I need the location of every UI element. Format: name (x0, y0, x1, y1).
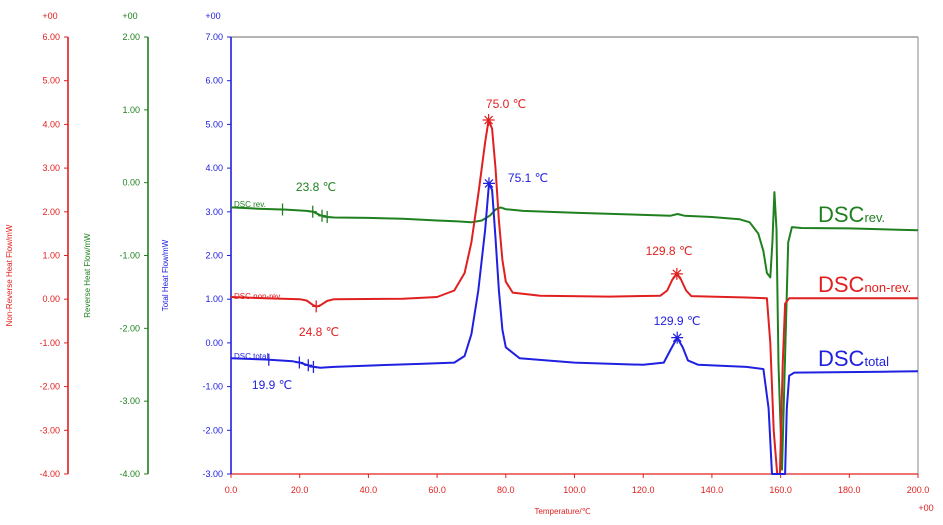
x-tick-label: 0.0 (225, 485, 238, 495)
peak-annotation: 129.9 ℃ (654, 314, 701, 328)
nonrev-axis-title: Non-Reverse Heat Flow/mW (5, 224, 14, 326)
total-tick-label: -1.00 (202, 382, 223, 392)
x-tick-label: 160.0 (769, 485, 792, 495)
total-tick-label: 6.00 (205, 76, 223, 86)
rev-tick-label: 0.00 (122, 178, 140, 188)
total-tick-label: 0.00 (205, 338, 223, 348)
peak-star-marker (670, 267, 683, 280)
legend-label-sub: non-rev. (864, 280, 911, 295)
x-tick-label: 40.0 (360, 485, 378, 495)
legend-label-sub: total (864, 354, 889, 369)
peak-star-marker (671, 331, 684, 344)
peak-annotation: 24.8 ℃ (299, 325, 339, 339)
x-tick-label: 80.0 (497, 485, 515, 495)
x-tick-label: 140.0 (701, 485, 724, 495)
x-tick-label: 20.0 (291, 485, 309, 495)
marker-layer (264, 114, 684, 373)
curve-label: DSC total (234, 352, 268, 361)
total-tick-label: 2.00 (205, 251, 223, 261)
rev-tick-label: -1.00 (119, 251, 140, 261)
nonrev-tick-label: -1.00 (39, 338, 60, 348)
total-tick-label: 3.00 (205, 207, 223, 217)
legend-label: DSCnon-rev. (818, 272, 911, 297)
nonrev-tick-label: 0.00 (42, 294, 60, 304)
x-tick-label: 60.0 (428, 485, 446, 495)
legend-label: DSCrev. (818, 202, 885, 227)
x-tick-label: 200.0 (907, 485, 930, 495)
x-tick-label: 120.0 (632, 485, 655, 495)
peak-annotation: 23.8 ℃ (296, 180, 336, 194)
total-tick-label: 1.00 (205, 294, 223, 304)
x-tick-label: 180.0 (838, 485, 861, 495)
total-exponent: +00 (205, 11, 220, 21)
peak-annotation: 19.9 ℃ (252, 378, 292, 392)
nonrev-tick-label: 3.00 (42, 163, 60, 173)
nonrev-tick-label: 1.00 (42, 251, 60, 261)
nonrev-tick-label: -2.00 (39, 382, 60, 392)
x-tick-label: 100.0 (563, 485, 586, 495)
series-layer (230, 119, 919, 475)
nonrev-tick-label: -3.00 (39, 425, 60, 435)
x-axis-title: Temperature/℃ (534, 507, 590, 516)
peak-annotation: 129.8 ℃ (646, 244, 693, 258)
legend-label: DSCtotal (818, 346, 889, 371)
peak-star-marker (482, 177, 495, 190)
curve-label: DSC rev. (234, 200, 266, 209)
nonrev-tick-label: -4.00 (39, 469, 60, 479)
legend-label-sub: rev. (864, 210, 885, 225)
legend-label-main: DSC (818, 202, 865, 227)
series-line-dsc-non-rev- (230, 119, 918, 475)
peak-annotation: 75.1 ℃ (508, 171, 548, 185)
text-layer: 6.00 5.00 4.00 3.00 2.00 1.00 0.00 -1.00 -2.00 -3… (5, 11, 934, 516)
nonrev-tick-label: 5.00 (42, 76, 60, 86)
rev-tick-label: -4.00 (119, 469, 140, 479)
nonrev-exponent: +00 (42, 11, 57, 21)
peak-annotation: 75.0 ℃ (486, 97, 526, 111)
rev-tick-label: -2.00 (119, 323, 140, 333)
series-line-dsc-total (230, 182, 919, 475)
total-tick-label: 5.00 (205, 119, 223, 129)
legend-label-main: DSC (818, 346, 865, 371)
total-tick-label: -3.00 (202, 469, 223, 479)
rev-exponent: +00 (122, 11, 137, 21)
total-axis-title: Total Heat Flow/mW (161, 239, 170, 311)
rev-tick-label: -3.00 (119, 396, 140, 406)
rev-tick-label: 1.00 (122, 105, 140, 115)
x-exponent: +00 (918, 503, 933, 513)
series-line-dsc-rev- (230, 191, 919, 471)
total-tick-label: -2.00 (202, 425, 223, 435)
nonrev-tick-label: 2.00 (42, 207, 60, 217)
rev-axis-title: Reverse Heat Flow/mW (83, 233, 92, 318)
total-tick-label: 7.00 (205, 32, 223, 42)
total-tick-label: 4.00 (205, 163, 223, 173)
axes-layer (64, 36, 919, 478)
nonrev-tick-label: 4.00 (42, 119, 60, 129)
legend-label-main: DSC (818, 272, 865, 297)
curve-label: DSC non-rev. (234, 292, 282, 301)
nonrev-tick-label: 6.00 (42, 32, 60, 42)
peak-star-marker (482, 114, 495, 127)
rev-tick-label: 2.00 (122, 32, 140, 42)
